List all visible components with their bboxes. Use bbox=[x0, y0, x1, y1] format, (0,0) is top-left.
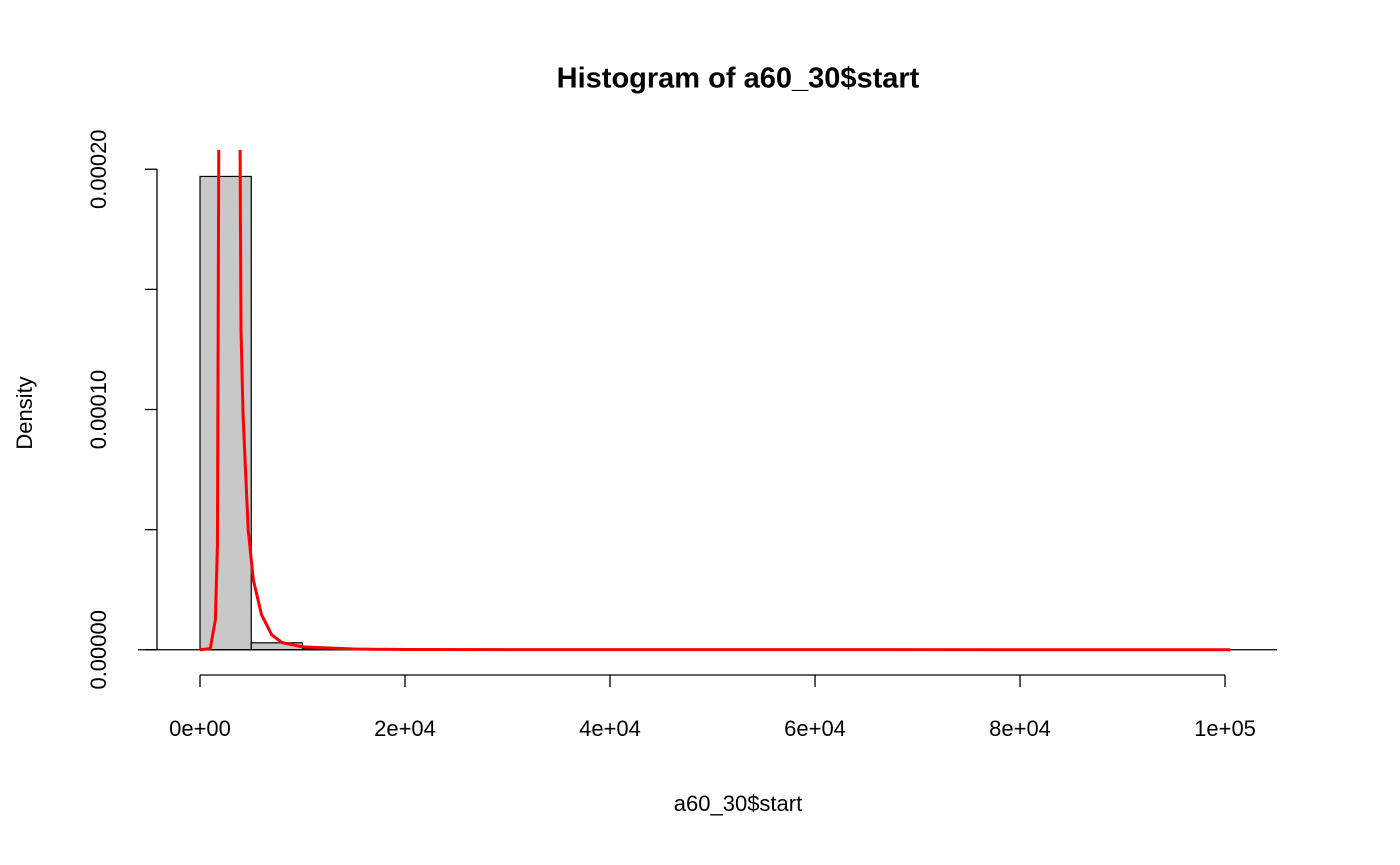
x-tick-label: 2e+04 bbox=[374, 716, 436, 741]
x-tick-label: 4e+04 bbox=[579, 716, 641, 741]
y-tick-label: 0.00000 bbox=[86, 610, 111, 690]
x-tick-label: 6e+04 bbox=[784, 716, 846, 741]
chart-title: Histogram of a60_30$start bbox=[557, 63, 920, 95]
y-tick-label: 0.00020 bbox=[86, 129, 111, 209]
x-tick-label: 8e+04 bbox=[989, 716, 1051, 741]
x-tick-label: 0e+00 bbox=[169, 716, 231, 741]
x-tick-label: 1e+05 bbox=[1194, 716, 1256, 741]
y-tick-label: 0.00010 bbox=[86, 370, 111, 450]
density-line bbox=[199, 150, 1231, 652]
y-axis-label: Density bbox=[12, 376, 37, 449]
x-axis-label: a60_30$start bbox=[674, 791, 802, 816]
